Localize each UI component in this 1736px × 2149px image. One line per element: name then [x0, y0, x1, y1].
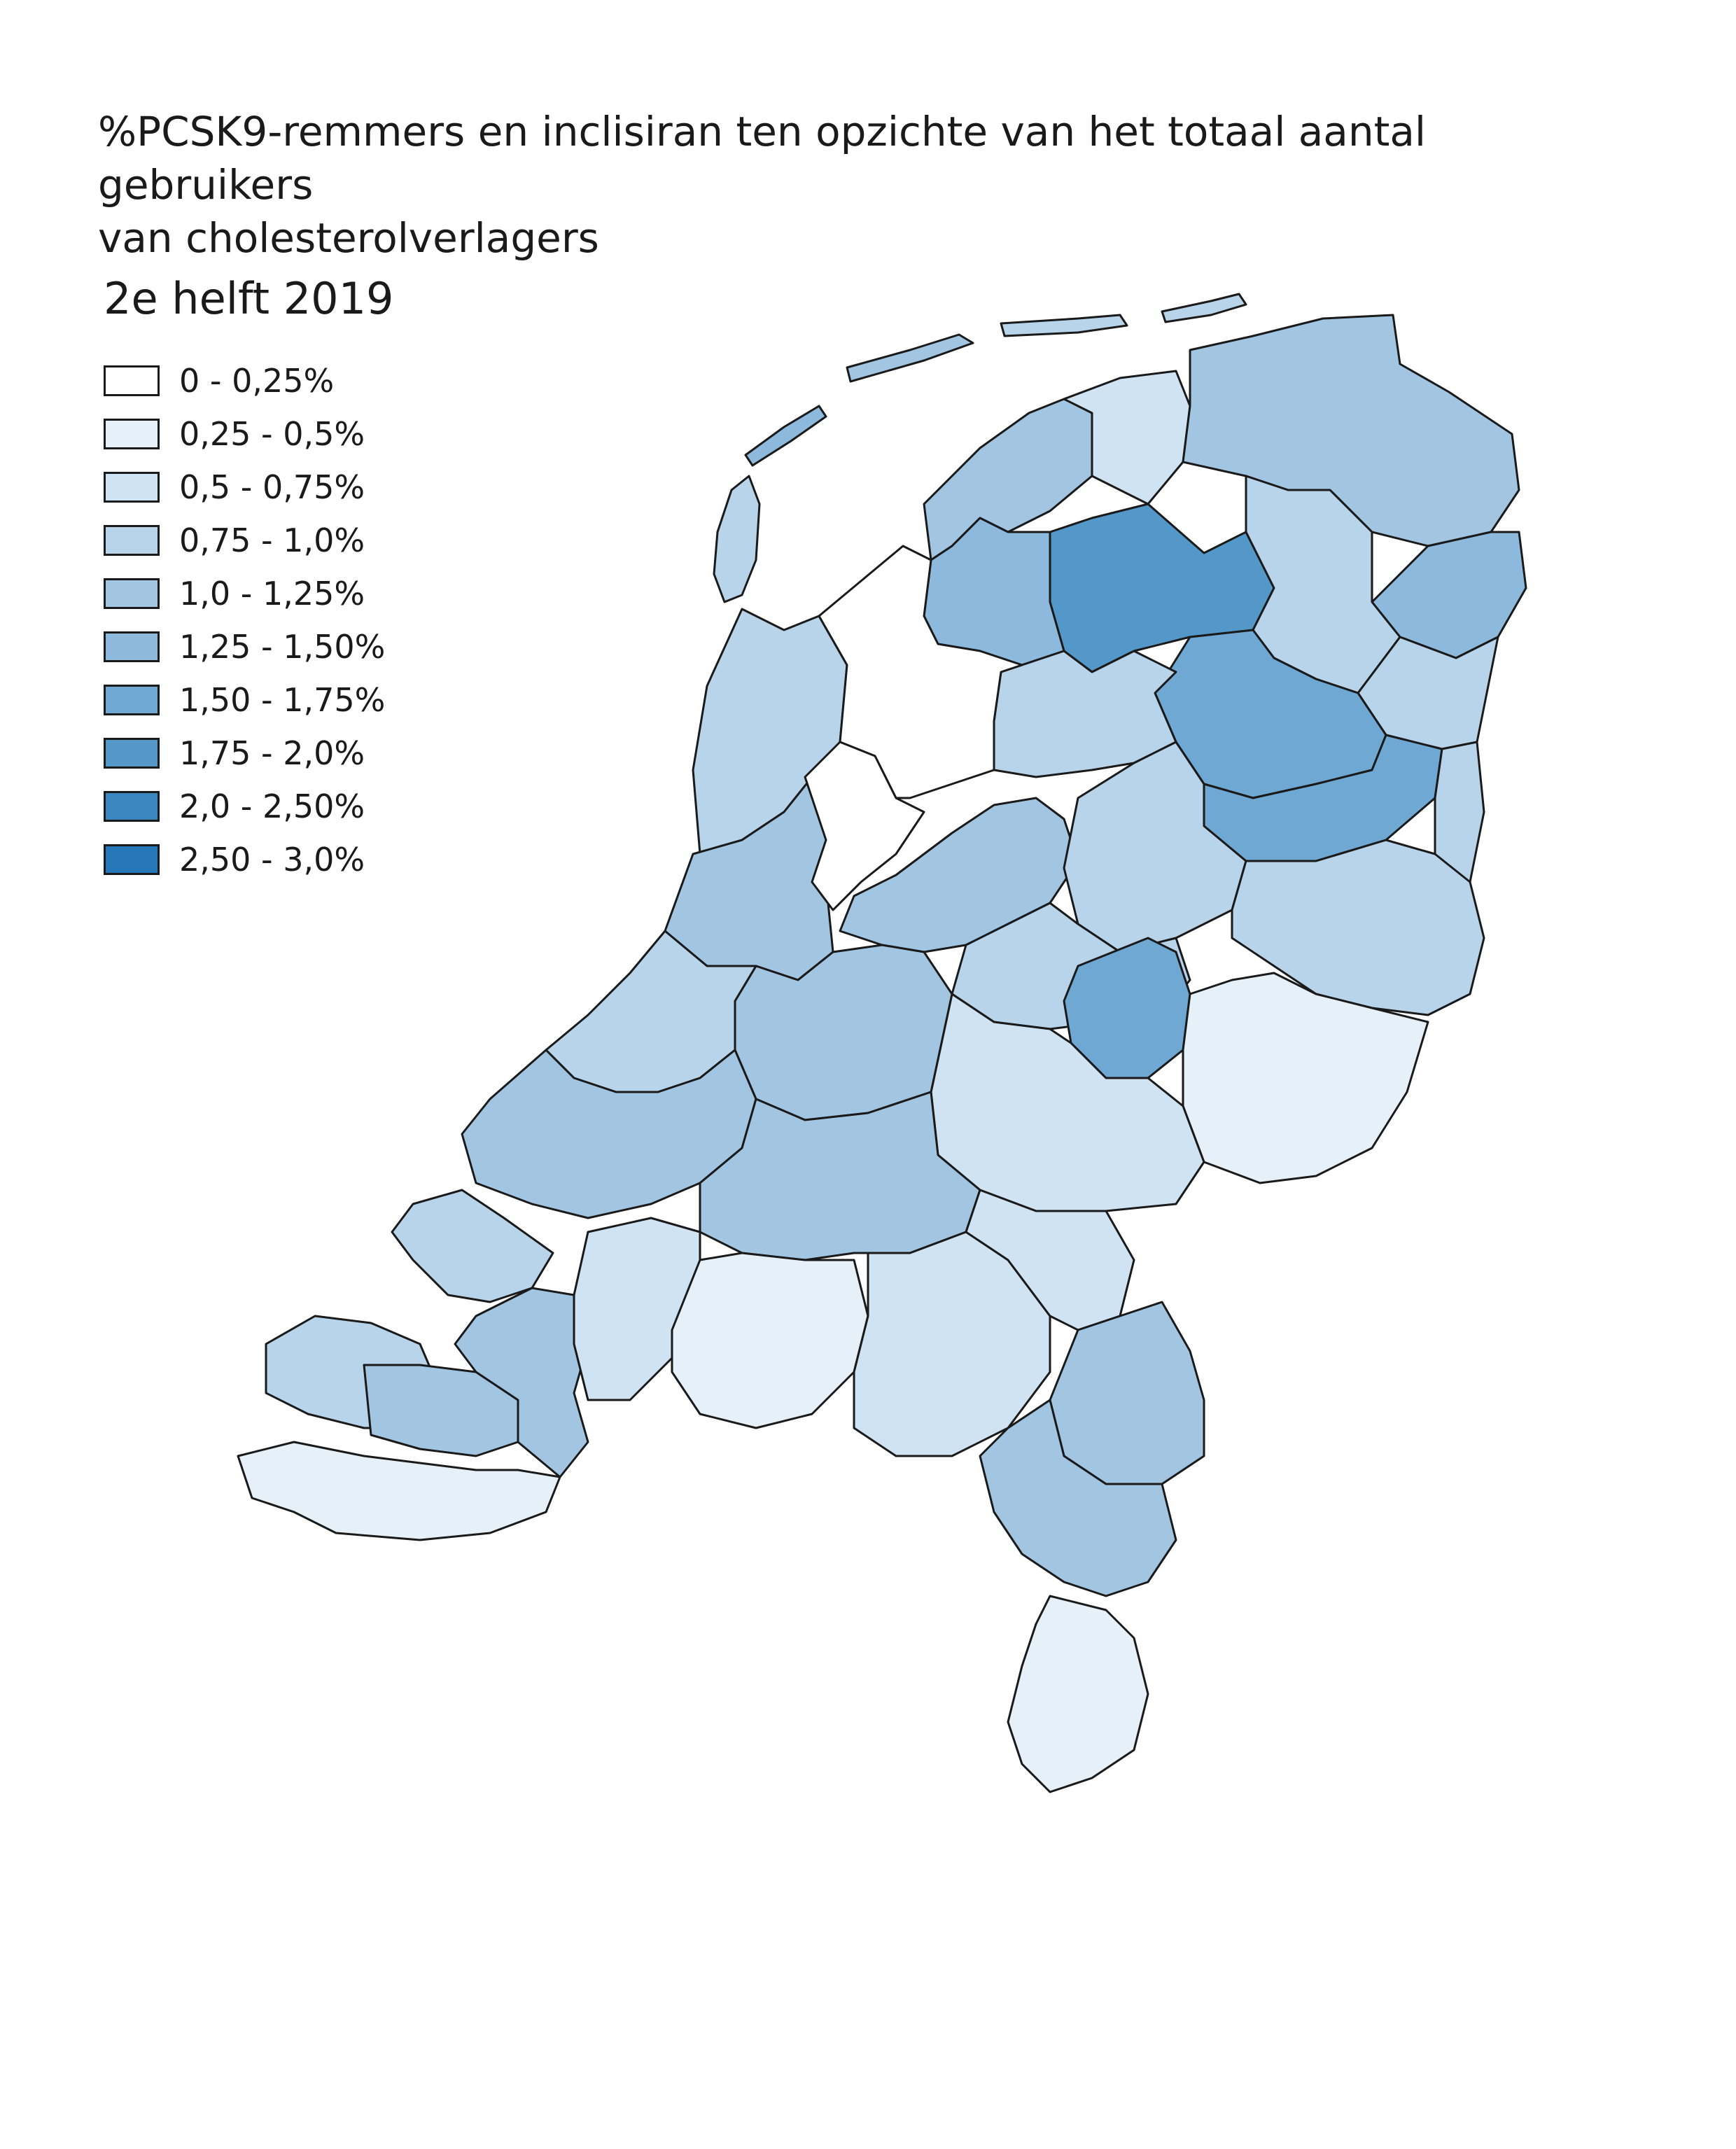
legend-swatch: [104, 685, 160, 715]
legend-label: 0,5 - 0,75%: [179, 468, 365, 506]
legend-swatch: [104, 791, 160, 822]
region-overijssel-twente: [1231, 839, 1485, 1016]
legend: 0 - 0,25% 0,25 - 0,5% 0,5 - 0,75% 0,75 -…: [104, 354, 385, 886]
legend-swatch: [104, 738, 160, 769]
region-limburg-midden: [979, 1399, 1177, 1597]
legend-item: 1,75 - 2,0%: [104, 727, 385, 780]
region-utrecht: [734, 944, 953, 1121]
legend-title: 2e helft 2019: [104, 273, 394, 324]
legend-label: 1,0 - 1,25%: [179, 575, 365, 612]
legend-item: 1,25 - 1,50%: [104, 620, 385, 673]
legend-item: 2,0 - 2,50%: [104, 780, 385, 833]
legend-item: 0,75 - 1,0%: [104, 514, 385, 567]
map-title-line-1: %PCSK9-remmers en inclisiran ten opzicht…: [98, 108, 1427, 209]
island-vlieland: [744, 405, 827, 467]
region-limburg-zuid: [1007, 1595, 1149, 1793]
legend-swatch: [104, 844, 160, 875]
region-gelderland-midden: [1063, 937, 1191, 1079]
legend-item: 0,5 - 0,75%: [104, 461, 385, 514]
legend-item: 1,50 - 1,75%: [104, 673, 385, 727]
legend-swatch: [104, 525, 160, 556]
legend-label: 0,25 - 0,5%: [179, 415, 365, 453]
legend-item: 0 - 0,25%: [104, 354, 385, 407]
legend-swatch: [104, 631, 160, 662]
legend-item: 0,25 - 0,5%: [104, 407, 385, 461]
island-schiermonnikoog: [1161, 293, 1247, 323]
island-texel: [713, 475, 761, 603]
region-brabant-midden: [671, 1252, 869, 1429]
legend-swatch: [104, 365, 160, 396]
legend-label: 0 - 0,25%: [179, 362, 335, 400]
legend-label: 2,50 - 3,0%: [179, 841, 365, 878]
island-ameland: [1000, 314, 1128, 337]
legend-label: 1,25 - 1,50%: [179, 628, 386, 666]
legend-label: 1,50 - 1,75%: [179, 681, 386, 719]
legend-label: 0,75 - 1,0%: [179, 522, 365, 559]
markermeer: [804, 741, 925, 911]
region-zeeland-noord: [391, 1189, 554, 1303]
map-title: %PCSK9-remmers en inclisiran ten opzicht…: [98, 105, 1638, 265]
region-zeeland-vlaanderen: [237, 1441, 561, 1541]
legend-swatch: [104, 472, 160, 503]
legend-swatch: [104, 419, 160, 449]
region-limburg-noord: [1049, 1301, 1205, 1485]
legend-item: 1,0 - 1,25%: [104, 567, 385, 620]
legend-label: 1,75 - 2,0%: [179, 734, 365, 772]
legend-label: 2,0 - 2,50%: [179, 788, 365, 825]
island-terschelling: [846, 333, 974, 383]
region-brabant-west: [454, 1287, 589, 1478]
legend-swatch: [104, 578, 160, 609]
legend-item: 2,50 - 3,0%: [104, 833, 385, 886]
region-brabant-midden-west: [573, 1217, 701, 1401]
map-title-line-2: van cholesterolverlagers: [98, 214, 599, 262]
